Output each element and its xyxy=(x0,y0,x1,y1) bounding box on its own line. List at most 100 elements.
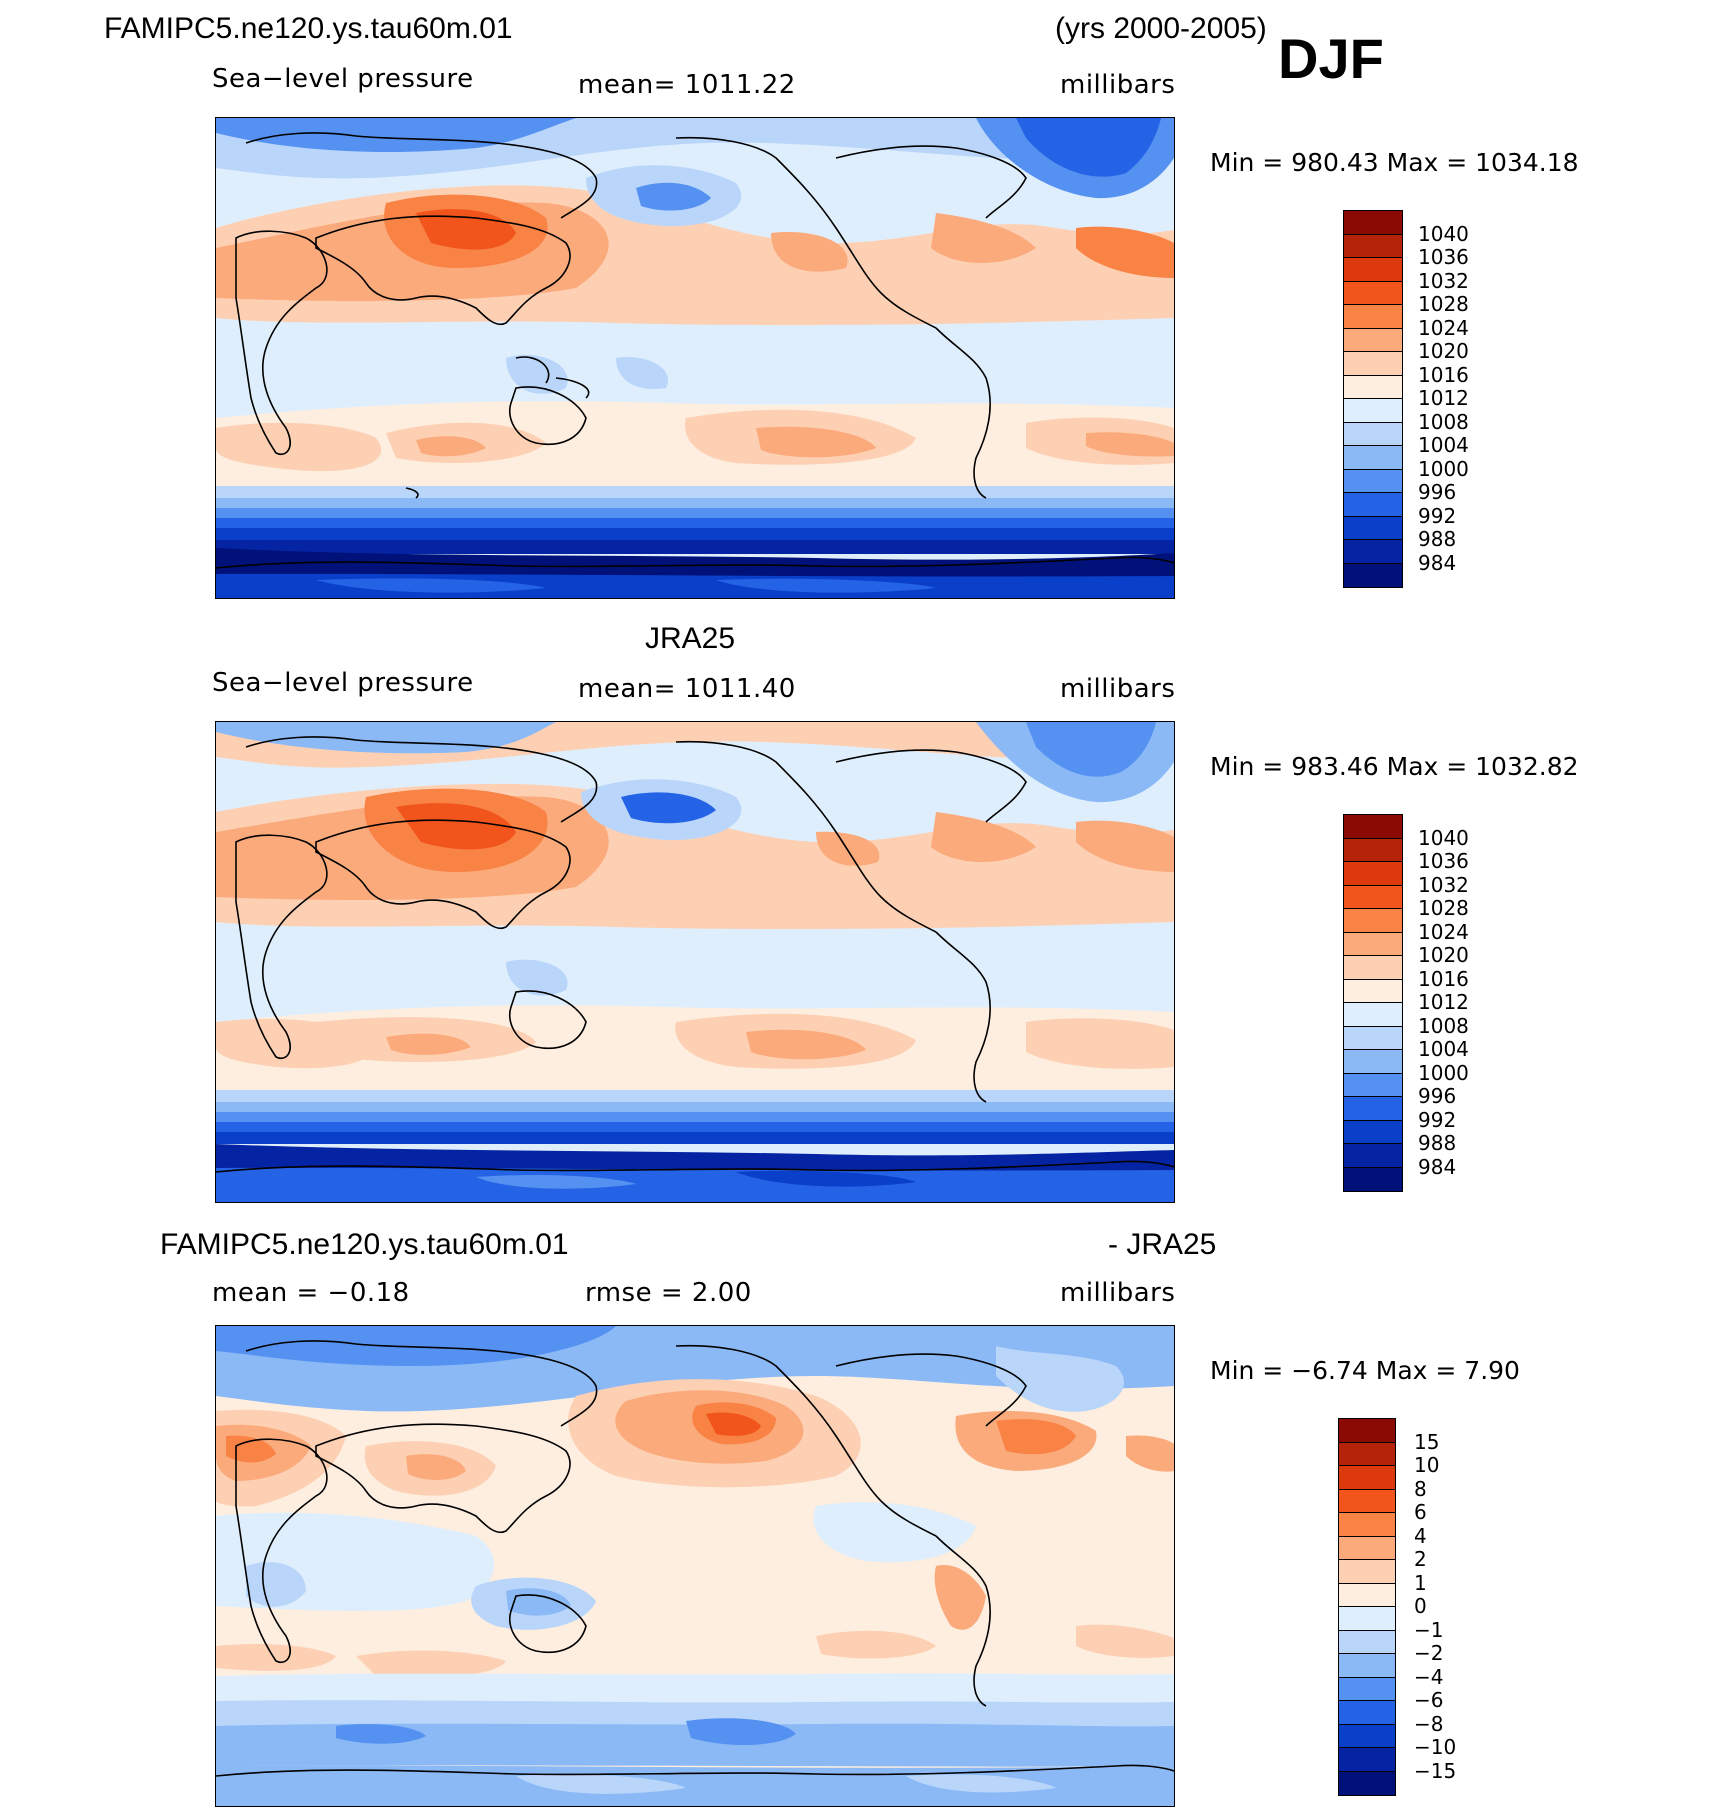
colorbar-swatch xyxy=(1344,815,1402,839)
panel1-colorbar xyxy=(1343,210,1403,588)
colorbar-tick-label: 1032 xyxy=(1418,268,1469,293)
colorbar-tick-label: 1036 xyxy=(1418,849,1469,873)
colorbar-tick-label: 1008 xyxy=(1418,1013,1469,1038)
colorbar-swatch xyxy=(1339,1701,1395,1725)
colorbar-swatch xyxy=(1339,1442,1395,1466)
colorbar-tick-label: 1020 xyxy=(1418,339,1469,363)
panel2-mean: mean= 1011.40 xyxy=(578,674,796,704)
panel3-colorbar-cells xyxy=(1339,1419,1395,1795)
colorbar-swatch xyxy=(1344,211,1402,235)
colorbar-tick-label: 4 xyxy=(1414,1523,1427,1548)
colorbar-tick-label: 1040 xyxy=(1418,825,1469,850)
colorbar-swatch xyxy=(1344,328,1402,352)
colorbar-tick-label: 1028 xyxy=(1418,896,1469,920)
panel3-title-left: FAMIPC5.ne120.ys.tau60m.01 xyxy=(160,1228,569,1261)
colorbar-swatch xyxy=(1344,234,1402,258)
colorbar-swatch xyxy=(1339,1607,1395,1631)
panel3-colorbar-ticks: 15 10 8 6 4 2 1 0 −1 −2 −4 −6 −8 −10 −15 xyxy=(1414,1418,1494,1794)
colorbar-tick-label: 996 xyxy=(1418,1084,1457,1108)
colorbar-tick-label: 1008 xyxy=(1418,409,1469,434)
panel1-map xyxy=(215,117,1175,599)
colorbar-tick-label: 0 xyxy=(1414,1594,1427,1618)
panel2-colorbar xyxy=(1343,814,1403,1192)
colorbar-tick-label: 996 xyxy=(1418,480,1457,504)
colorbar-swatch xyxy=(1344,281,1402,305)
colorbar-tick-label: 1016 xyxy=(1418,362,1469,387)
colorbar-swatch xyxy=(1339,1560,1395,1584)
colorbar-swatch xyxy=(1344,1144,1402,1168)
colorbar-tick-label: 6 xyxy=(1414,1500,1427,1524)
colorbar-swatch xyxy=(1339,1419,1395,1443)
colorbar-tick-label: 1040 xyxy=(1418,221,1469,246)
colorbar-swatch xyxy=(1339,1724,1395,1748)
colorbar-tick-label: 8 xyxy=(1414,1476,1427,1501)
colorbar-tick-label: 10 xyxy=(1414,1453,1440,1477)
panel3-colorbar xyxy=(1338,1418,1396,1796)
colorbar-tick-label: 1012 xyxy=(1418,990,1469,1014)
colorbar-tick-label: 1000 xyxy=(1418,1060,1469,1085)
colorbar-swatch xyxy=(1339,1536,1395,1560)
colorbar-tick-label: 1020 xyxy=(1418,943,1469,967)
colorbar-tick-label: −8 xyxy=(1414,1711,1444,1736)
panel3-minmax: Min = −6.74 Max = 7.90 xyxy=(1210,1356,1520,1385)
panel2-colorbar-cells xyxy=(1344,815,1402,1191)
colorbar-tick-label: 1032 xyxy=(1418,872,1469,897)
panel2-map xyxy=(215,721,1175,1203)
colorbar-swatch xyxy=(1344,1120,1402,1144)
colorbar-swatch xyxy=(1339,1654,1395,1678)
colorbar-swatch xyxy=(1339,1513,1395,1537)
colorbar-tick-label: 1028 xyxy=(1418,292,1469,316)
colorbar-tick-label: 1024 xyxy=(1418,919,1469,944)
colorbar-tick-label: 1004 xyxy=(1418,1037,1469,1061)
colorbar-swatch xyxy=(1344,1026,1402,1050)
colorbar-tick-label: 1012 xyxy=(1418,386,1469,410)
colorbar-swatch xyxy=(1344,909,1402,933)
colorbar-tick-label: 1004 xyxy=(1418,433,1469,457)
colorbar-swatch xyxy=(1344,1097,1402,1121)
panel1-mean: mean= 1011.22 xyxy=(578,70,796,100)
colorbar-tick-label: 2 xyxy=(1414,1547,1427,1571)
panel2-colorbar-ticks: 1040 1036 1032 1028 1024 1020 1016 1012 1008 1004… xyxy=(1418,814,1498,1190)
colorbar-tick-label: 1016 xyxy=(1418,966,1469,991)
colorbar-swatch xyxy=(1344,375,1402,399)
colorbar-swatch xyxy=(1339,1583,1395,1607)
colorbar-tick-label: 15 xyxy=(1414,1429,1440,1454)
panel2-minmax: Min = 983.46 Max = 1032.82 xyxy=(1210,752,1579,781)
colorbar-swatch xyxy=(1344,885,1402,909)
colorbar-tick-label: 988 xyxy=(1418,1131,1457,1155)
panel3-rmse: rmse = 2.00 xyxy=(585,1278,752,1308)
colorbar-tick-label: 988 xyxy=(1418,527,1457,551)
colorbar-swatch xyxy=(1344,516,1402,540)
panel1-colorbar-cells xyxy=(1344,211,1402,587)
colorbar-tick-label: 1 xyxy=(1414,1570,1427,1595)
colorbar-tick-label: −6 xyxy=(1414,1688,1444,1712)
panel1-variable: Sea−level pressure xyxy=(212,64,474,94)
colorbar-swatch xyxy=(1344,956,1402,980)
colorbar-swatch xyxy=(1344,469,1402,493)
panel2-variable: Sea−level pressure xyxy=(212,668,474,698)
colorbar-tick-label: −2 xyxy=(1414,1641,1444,1665)
colorbar-swatch xyxy=(1344,862,1402,886)
colorbar-tick-label: −4 xyxy=(1414,1664,1444,1689)
colorbar-swatch xyxy=(1344,352,1402,376)
panel1-minmax: Min = 980.43 Max = 1034.18 xyxy=(1210,148,1579,177)
colorbar-tick-label: −15 xyxy=(1414,1758,1457,1783)
colorbar-swatch xyxy=(1339,1771,1395,1795)
panel3-mean: mean = −0.18 xyxy=(212,1278,410,1308)
colorbar-swatch xyxy=(1344,399,1402,423)
colorbar-swatch xyxy=(1344,932,1402,956)
colorbar-tick-label: 992 xyxy=(1418,1107,1457,1132)
colorbar-swatch xyxy=(1344,493,1402,517)
colorbar-swatch xyxy=(1344,1167,1402,1191)
colorbar-swatch xyxy=(1339,1489,1395,1513)
season-label: DJF xyxy=(1278,27,1384,90)
colorbar-swatch xyxy=(1339,1677,1395,1701)
colorbar-tick-label: 984 xyxy=(1418,550,1457,575)
colorbar-swatch xyxy=(1344,1050,1402,1074)
colorbar-swatch xyxy=(1344,258,1402,282)
colorbar-swatch xyxy=(1344,540,1402,564)
panel1-colorbar-ticks: 1040 1036 1032 1028 1024 1020 1016 1012 1008 1004… xyxy=(1418,210,1498,586)
colorbar-swatch xyxy=(1339,1466,1395,1490)
years-label: (yrs 2000-2005) xyxy=(1055,12,1267,45)
panel1-units: millibars xyxy=(1060,70,1176,100)
